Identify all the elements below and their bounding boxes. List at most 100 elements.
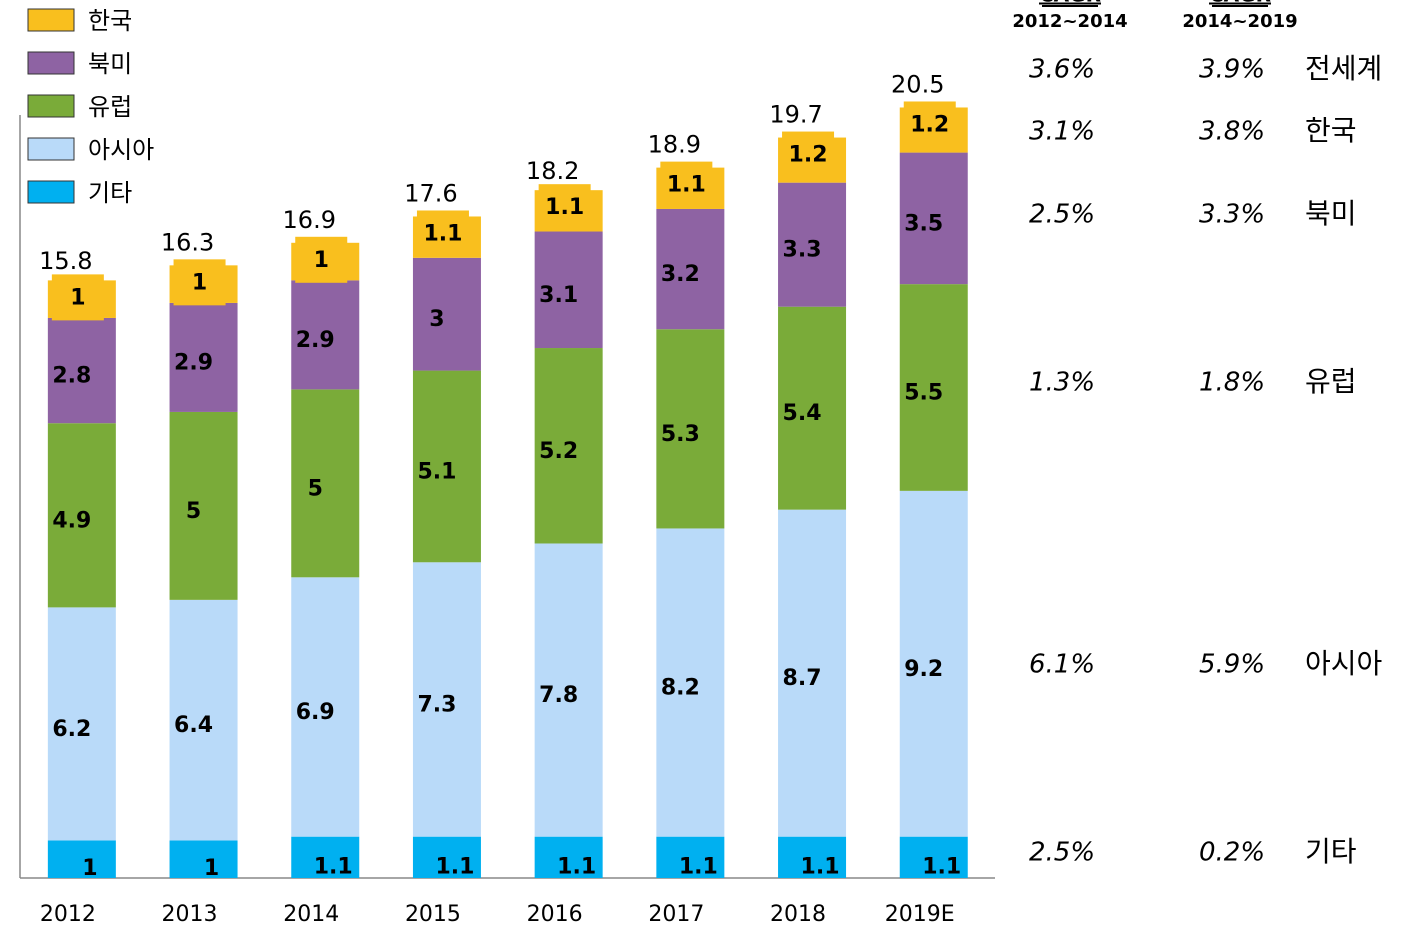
value-label: 1.1: [922, 854, 961, 879]
value-label: 5.4: [783, 401, 822, 426]
table-cell: 3.6%: [1029, 55, 1095, 85]
value-label: 5: [186, 499, 201, 524]
value-label: 3.5: [904, 211, 943, 236]
value-label: 7.8: [539, 683, 578, 708]
x-tick-label: 2019E: [885, 902, 955, 927]
legend-swatch: [27, 51, 75, 75]
table-row-label: 한국: [1305, 114, 1357, 147]
bar-segment: [534, 543, 603, 837]
value-label-box: [660, 161, 713, 208]
bar-segment: [899, 836, 968, 878]
table-row-label: 전세계: [1305, 52, 1382, 85]
value-label: 3.3: [783, 238, 822, 263]
table-row-label: 북미: [1305, 197, 1357, 230]
bar-segment: [778, 182, 847, 307]
total-label: 19.7: [769, 101, 822, 129]
bar-segment: [656, 836, 725, 878]
value-label: 5: [308, 476, 323, 501]
bar-segment: [47, 840, 116, 878]
value-label-box: [538, 184, 591, 231]
table-cell: 3.1%: [1029, 117, 1095, 147]
bar-segment: [534, 348, 603, 544]
value-label-box: [416, 210, 469, 257]
total-label: 20.5: [891, 70, 944, 98]
bar-segment: [656, 329, 725, 529]
x-tick-label: 2018: [770, 902, 826, 927]
total-label: 16.3: [161, 228, 214, 256]
value-label: 7.3: [417, 692, 456, 717]
table-cell: 1.8%: [1199, 368, 1265, 398]
table-cell: 0.2%: [1199, 838, 1265, 868]
bar-segment: [47, 607, 116, 841]
bar-segment: [169, 599, 238, 841]
table-header: 2014~2019: [1182, 11, 1297, 32]
value-label-box: [51, 274, 104, 321]
table-row-label: 아시아: [1305, 647, 1382, 680]
x-tick-label: 2017: [648, 902, 704, 927]
table-row-label: 유럽: [1305, 365, 1357, 398]
value-label: 2.8: [52, 364, 91, 389]
value-label-box: [903, 101, 956, 148]
bar-segment: [778, 306, 847, 510]
bar-segment: [291, 836, 360, 878]
bar-segment: [656, 528, 725, 837]
value-label: 1: [82, 856, 97, 881]
bar-segment: [412, 836, 481, 878]
table-cell: 2.5%: [1029, 838, 1095, 868]
value-label: 9.2: [904, 657, 943, 682]
total-label: 15.8: [39, 247, 92, 275]
table-header: 2012~2014: [1012, 11, 1127, 32]
value-label: 1: [192, 270, 207, 295]
x-tick-label: 2016: [527, 902, 583, 927]
bar-segment: [47, 423, 116, 608]
total-label: 17.6: [404, 179, 457, 207]
value-label: 5.1: [417, 459, 456, 484]
bar-segment: [291, 280, 360, 390]
bar-segment: [47, 317, 116, 424]
value-label: 1.1: [545, 195, 584, 220]
bar-segment: [291, 577, 360, 837]
legend-swatch: [27, 8, 75, 32]
table-cell: 6.1%: [1029, 650, 1095, 680]
table-cell: 1.3%: [1029, 368, 1095, 398]
value-label: 1: [314, 248, 329, 273]
table-cell: 5.9%: [1199, 650, 1265, 680]
value-label-box: [173, 259, 226, 306]
value-label: 3: [429, 307, 444, 332]
legend-label: 아시아: [88, 136, 154, 164]
x-tick-label: 2014: [283, 902, 339, 927]
table-cell: 3.8%: [1199, 117, 1265, 147]
bar-segment: [412, 370, 481, 563]
value-label: 5.3: [661, 422, 700, 447]
x-tick-label: 2013: [162, 902, 218, 927]
bar-segment: [899, 490, 968, 837]
value-label: 1.1: [557, 854, 596, 879]
legend-label: 한국: [88, 7, 132, 35]
bar-segment: [899, 284, 968, 491]
value-label: 6.2: [52, 717, 91, 742]
total-label: 16.9: [283, 206, 336, 234]
bar-segment: [778, 509, 847, 837]
table-title: CAGR: [1209, 0, 1271, 7]
value-label: 1.1: [667, 173, 706, 198]
bar-segment: [169, 840, 238, 878]
legend-label: 기타: [88, 179, 132, 207]
bar-segment: [656, 208, 725, 330]
legend-swatch: [27, 94, 75, 118]
value-label: 3.1: [539, 283, 578, 308]
bar-segment: [412, 257, 481, 371]
value-label: 8.7: [783, 666, 822, 691]
bar-segment: [534, 836, 603, 878]
table-cell: 3.9%: [1199, 55, 1265, 85]
value-label: 1: [70, 285, 85, 310]
value-label: 2.9: [296, 328, 335, 353]
bar-segment: [169, 302, 238, 412]
value-label: 4.9: [52, 508, 91, 533]
value-label: 1.1: [801, 854, 840, 879]
value-label: 8.2: [661, 676, 700, 701]
value-label: 1.1: [435, 854, 474, 879]
value-label: 2.9: [174, 350, 213, 375]
total-label: 18.2: [526, 157, 579, 185]
legend-label: 북미: [88, 50, 132, 78]
